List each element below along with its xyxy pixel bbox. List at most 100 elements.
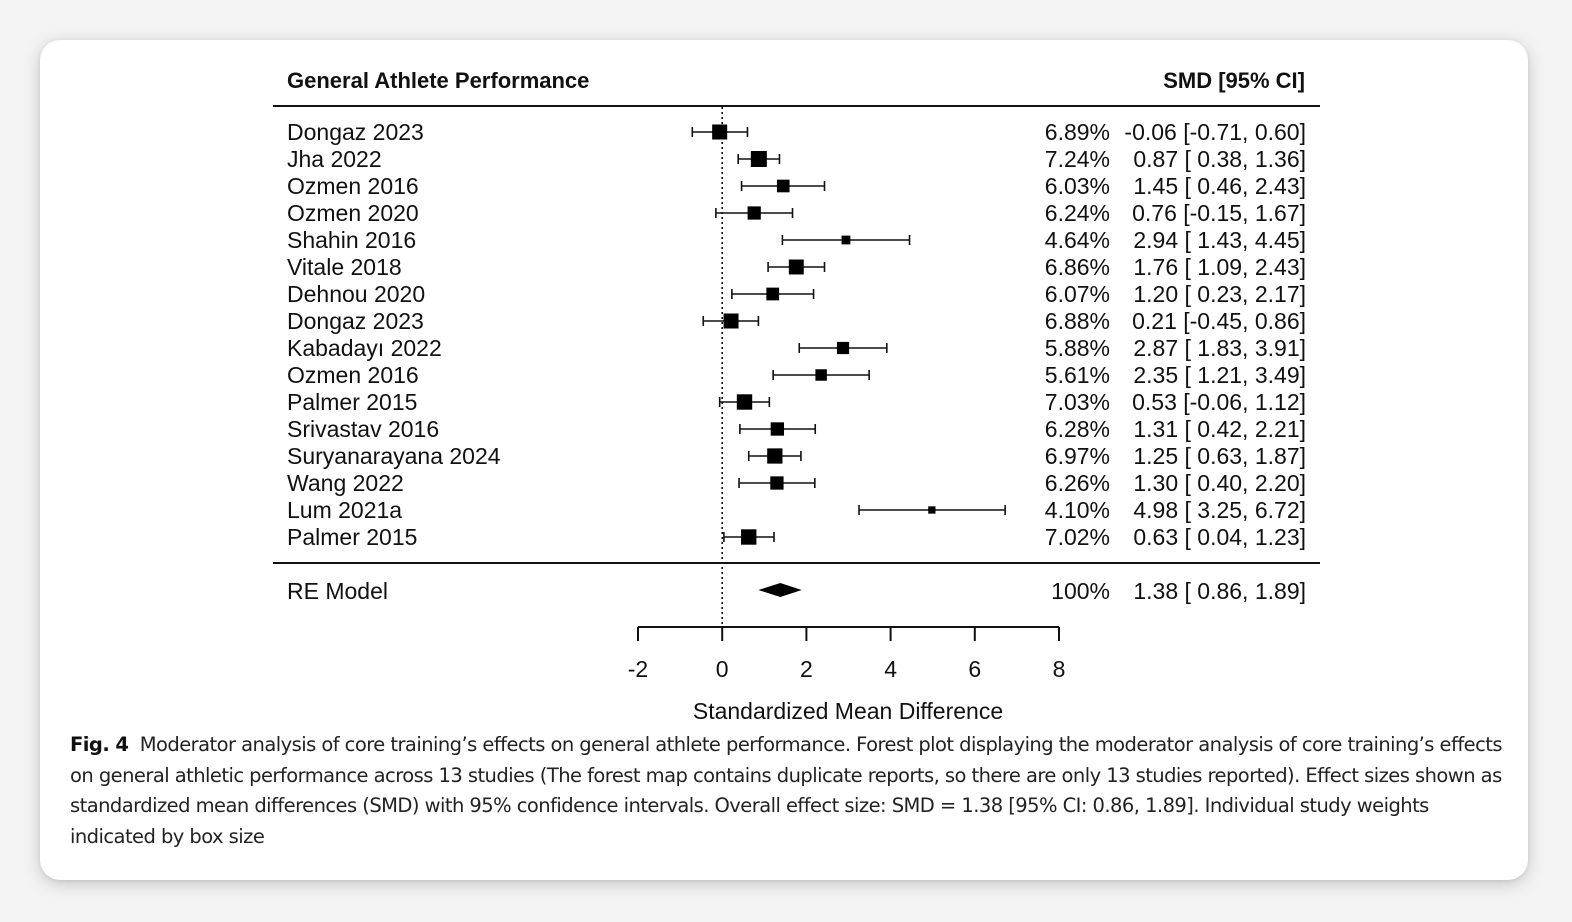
study-ci-text: 1.45 [ 0.46, 2.43] bbox=[1133, 173, 1306, 199]
study-ci-text: 1.31 [ 0.42, 2.21] bbox=[1133, 416, 1306, 442]
study-weight: 5.61% bbox=[1045, 362, 1110, 388]
effect-box bbox=[712, 124, 728, 140]
study-ci-text: 2.94 [ 1.43, 4.45] bbox=[1133, 227, 1306, 253]
study-row: Dehnou 2020 6.07% 1.20 [ 0.23, 2.17] bbox=[287, 281, 1306, 307]
effect-box bbox=[788, 259, 804, 275]
study-row: Srivastav 2016 6.28% 1.31 [ 0.42, 2.21] bbox=[287, 416, 1306, 442]
summary-weight: 100% bbox=[1051, 578, 1110, 604]
study-row: Palmer 2015 7.02% 0.63 [ 0.04, 1.23] bbox=[287, 524, 1306, 550]
study-name: Ozmen 2020 bbox=[287, 200, 419, 226]
study-name: Vitale 2018 bbox=[287, 254, 402, 280]
summary-ci: 1.38 [ 0.86, 1.89] bbox=[1133, 578, 1306, 604]
effect-box bbox=[736, 394, 753, 410]
study-weight: 6.24% bbox=[1045, 200, 1110, 226]
study-ci-text: 0.63 [ 0.04, 1.23] bbox=[1133, 524, 1306, 550]
study-name: Dehnou 2020 bbox=[287, 281, 425, 307]
study-ci-text: -0.06 [-0.71, 0.60] bbox=[1124, 119, 1306, 145]
study-row: Lum 2021a 4.10% 4.98 [ 3.25, 6.72] bbox=[287, 497, 1306, 523]
study-ci-text: 2.35 [ 1.21, 3.49] bbox=[1133, 362, 1306, 388]
study-ci-text: 1.76 [ 1.09, 2.43] bbox=[1133, 254, 1306, 280]
study-weight: 6.86% bbox=[1045, 254, 1110, 280]
study-row: Vitale 2018 6.86% 1.76 [ 1.09, 2.43] bbox=[287, 254, 1306, 280]
study-rows: Dongaz 2023 6.89% -0.06 [-0.71, 0.60]Jha 2… bbox=[287, 119, 1306, 550]
study-row: Ozmen 2016 6.03% 1.45 [ 0.46, 2.43] bbox=[287, 173, 1306, 199]
study-name: Dongaz 2023 bbox=[287, 119, 424, 145]
study-name: Wang 2022 bbox=[287, 470, 404, 496]
study-row: Shahin 2016 4.64% 2.94 [ 1.43, 4.45] bbox=[287, 227, 1306, 253]
study-weight: 6.97% bbox=[1045, 443, 1110, 469]
study-ci-text: 0.76 [-0.15, 1.67] bbox=[1132, 200, 1306, 226]
effect-box bbox=[770, 476, 784, 490]
x-axis-label: Standardized Mean Difference bbox=[693, 698, 1003, 724]
study-weight: 6.26% bbox=[1045, 470, 1110, 496]
study-row: Palmer 2015 7.03% 0.53 [-0.06, 1.12] bbox=[287, 389, 1306, 415]
study-row: Dongaz 2023 6.89% -0.06 [-0.71, 0.60] bbox=[287, 119, 1306, 145]
study-weight: 5.88% bbox=[1045, 335, 1110, 361]
study-ci-text: 1.20 [ 0.23, 2.17] bbox=[1133, 281, 1306, 307]
study-name: Palmer 2015 bbox=[287, 389, 417, 415]
study-weight: 7.03% bbox=[1045, 389, 1110, 415]
study-weight: 6.07% bbox=[1045, 281, 1110, 307]
x-tick-label: 8 bbox=[1053, 656, 1066, 682]
effect-box bbox=[750, 151, 767, 167]
effect-box bbox=[766, 287, 780, 301]
study-ci-text: 2.87 [ 1.83, 3.91] bbox=[1133, 335, 1306, 361]
study-row: Dongaz 2023 6.88% 0.21 [-0.45, 0.86] bbox=[287, 308, 1306, 334]
study-row: Wang 2022 6.26% 1.30 [ 0.40, 2.20] bbox=[287, 470, 1306, 496]
figure-label: Fig. 4 bbox=[70, 733, 129, 756]
effect-box bbox=[836, 341, 850, 355]
x-axis: -2 0 2 4 6 8 Standardized Mean Difference bbox=[628, 626, 1066, 724]
study-row: Ozmen 2016 5.61% 2.35 [ 1.21, 3.49] bbox=[287, 362, 1306, 388]
summary-label: RE Model bbox=[287, 578, 388, 604]
study-name: Dongaz 2023 bbox=[287, 308, 424, 334]
study-name: Palmer 2015 bbox=[287, 524, 417, 550]
study-weight: 4.10% bbox=[1045, 497, 1110, 523]
study-name: Lum 2021a bbox=[287, 497, 402, 523]
study-ci-text: 1.25 [ 0.63, 1.87] bbox=[1133, 443, 1306, 469]
study-weight: 4.64% bbox=[1045, 227, 1110, 253]
study-name: Srivastav 2016 bbox=[287, 416, 439, 442]
x-tick-label: 6 bbox=[968, 656, 981, 682]
effect-box bbox=[776, 179, 790, 193]
study-name: Suryanarayana 2024 bbox=[287, 443, 501, 469]
study-name: Ozmen 2016 bbox=[287, 362, 419, 388]
study-ci-text: 0.21 [-0.45, 0.86] bbox=[1132, 308, 1306, 334]
effect-box bbox=[770, 422, 785, 436]
effect-box bbox=[815, 369, 827, 381]
summary-diamond bbox=[758, 583, 802, 597]
forest-plot: General Athlete Performance SMD [95% CI]… bbox=[273, 68, 1320, 724]
effect-box bbox=[723, 313, 739, 329]
study-ci-text: 0.87 [ 0.38, 1.36] bbox=[1133, 146, 1306, 172]
caption-text: Moderator analysis of core training’s ef… bbox=[70, 733, 1503, 848]
effect-box bbox=[767, 448, 783, 464]
study-name: Kabadayı 2022 bbox=[287, 335, 442, 361]
plot-title: General Athlete Performance bbox=[287, 68, 589, 93]
effect-box bbox=[841, 235, 851, 245]
study-ci-text: 4.98 [ 3.25, 6.72] bbox=[1133, 497, 1306, 523]
study-name: Jha 2022 bbox=[287, 146, 382, 172]
study-row: Ozmen 2020 6.24% 0.76 [-0.15, 1.67] bbox=[287, 200, 1306, 226]
x-tick-label: 0 bbox=[716, 656, 729, 682]
figure-caption: Fig. 4 Moderator analysis of core traini… bbox=[70, 730, 1515, 852]
summary-row: RE Model 100% 1.38 [ 0.86, 1.89] bbox=[287, 578, 1306, 604]
effect-box bbox=[741, 529, 757, 545]
study-ci-text: 0.53 [-0.06, 1.12] bbox=[1132, 389, 1306, 415]
effect-box bbox=[928, 506, 936, 514]
study-ci-text: 1.30 [ 0.40, 2.20] bbox=[1133, 470, 1306, 496]
ci-column-header: SMD [95% CI] bbox=[1163, 68, 1305, 93]
effect-box bbox=[747, 206, 761, 220]
study-row: Suryanarayana 2024 6.97% 1.25 [ 0.63, 1.87… bbox=[287, 443, 1306, 469]
study-weight: 7.24% bbox=[1045, 146, 1110, 172]
x-tick-label: 2 bbox=[800, 656, 813, 682]
study-row: Jha 2022 7.24% 0.87 [ 0.38, 1.36] bbox=[287, 146, 1306, 172]
study-row: Kabadayı 2022 5.88% 2.87 [ 1.83, 3.91] bbox=[287, 335, 1306, 361]
study-weight: 6.88% bbox=[1045, 308, 1110, 334]
study-name: Ozmen 2016 bbox=[287, 173, 419, 199]
study-weight: 6.89% bbox=[1045, 119, 1110, 145]
study-weight: 6.03% bbox=[1045, 173, 1110, 199]
x-tick-label: -2 bbox=[628, 656, 648, 682]
study-weight: 6.28% bbox=[1045, 416, 1110, 442]
study-name: Shahin 2016 bbox=[287, 227, 416, 253]
study-weight: 7.02% bbox=[1045, 524, 1110, 550]
x-tick-label: 4 bbox=[884, 656, 897, 682]
